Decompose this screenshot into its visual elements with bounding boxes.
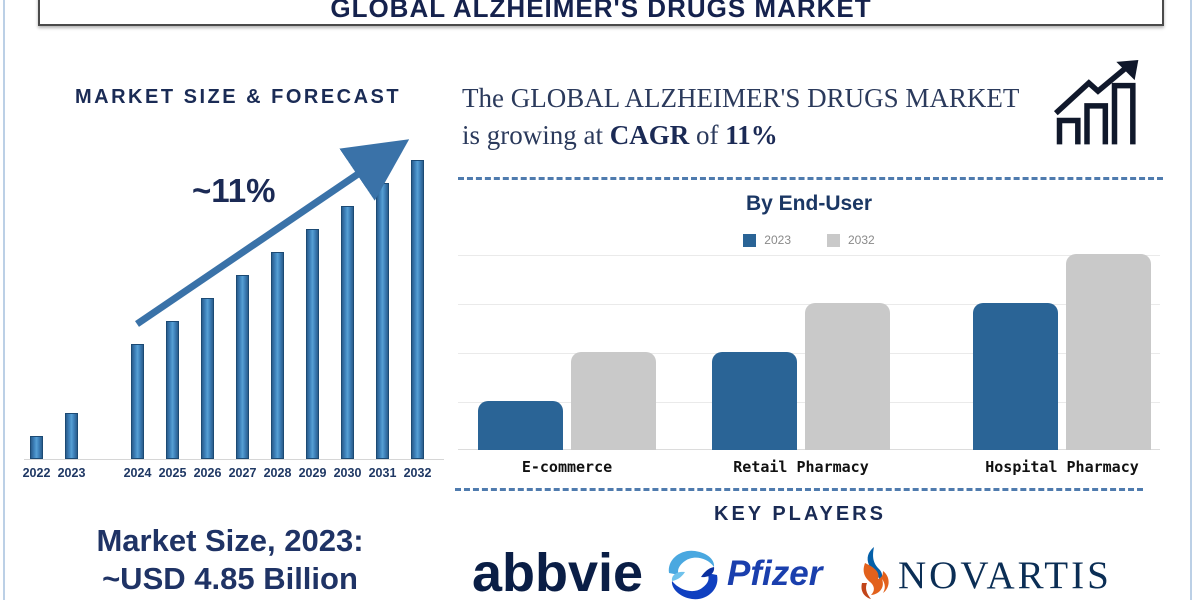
- forecast-bar-2023: 2023: [58, 413, 85, 480]
- forecast-bar-2032: 2032: [404, 160, 431, 480]
- forecast-year-label: 2028: [263, 466, 292, 480]
- forecast-bar-2025: 2025: [159, 321, 186, 480]
- enduser-bar-2023-hospital-pharmacy: [973, 303, 1058, 450]
- forecast-bar-2028: 2028: [264, 252, 291, 480]
- abbvie-logo: abbvie: [472, 543, 644, 603]
- page-title: GLOBAL ALZHEIMER'S DRUGS MARKET: [330, 0, 872, 23]
- novartis-logo-icon: [861, 547, 889, 599]
- forecast-bar-2027: 2027: [229, 275, 256, 480]
- page-border-left: [3, 0, 5, 600]
- enduser-bar-2023-retail-pharmacy: [712, 352, 797, 450]
- pfizer-logo: Pfizer: [727, 554, 823, 593]
- enduser-bar-2032-hospital-pharmacy: [1066, 254, 1151, 450]
- enduser-bar-2032-retail-pharmacy: [805, 303, 890, 450]
- cagr-statement: The GLOBAL ALZHEIMER'S DRUGS MARKET is g…: [462, 80, 1062, 154]
- cagr-annotation: ~11%: [192, 172, 276, 209]
- enduser-bar-2032-e-commerce: [571, 352, 656, 450]
- forecast-year-label: 2026: [193, 466, 222, 480]
- legend-swatch-2023: [743, 233, 757, 247]
- legend-label-2023: 2023: [764, 233, 791, 247]
- end-user-legend: 2023 2032: [458, 233, 1160, 247]
- cagr-mid: of: [689, 120, 726, 150]
- cagr-value: 11%: [725, 120, 778, 150]
- forecast-year-label: 2029: [298, 466, 327, 480]
- forecast-bar-2029: 2029: [299, 229, 326, 480]
- forecast-year-label: 2022: [22, 466, 51, 480]
- pfizer-logo-icon: [668, 550, 718, 600]
- legend-item-2032: 2032: [827, 233, 875, 247]
- legend-item-2023: 2023: [743, 233, 791, 247]
- enduser-category-label: E-commerce: [521, 458, 613, 476]
- forecast-bar-2024: 2024: [124, 344, 151, 480]
- enduser-category-label: Hospital Pharmacy: [985, 458, 1139, 476]
- forecast-heading: MARKET SIZE & FORECAST: [75, 86, 402, 108]
- forecast-x-axis: [24, 459, 444, 460]
- forecast-year-label: 2027: [228, 466, 257, 480]
- enduser-bar-2023-e-commerce: [478, 401, 563, 450]
- key-players-title: KEY PLAYERS: [714, 503, 886, 525]
- forecast-year-label: 2024: [123, 466, 152, 480]
- divider-dashed-bottom: [455, 488, 1143, 491]
- forecast-year-label: 2025: [158, 466, 187, 480]
- end-user-bar-chart: E-commerce Retail Pharmacy Hospital Pharma…: [458, 254, 1160, 476]
- legend-label-2032: 2032: [848, 233, 875, 247]
- forecast-bar-2022: 2022: [23, 436, 50, 480]
- market-size-note: Market Size, 2023: ~USD 4.85 Billion: [30, 522, 430, 598]
- forecast-year-label: 2031: [368, 466, 397, 480]
- forecast-year-label: 2032: [403, 466, 432, 480]
- forecast-bar-2030: 2030: [334, 206, 361, 480]
- novartis-logo: NOVARTIS: [898, 554, 1112, 597]
- cagr-term: CAGR: [609, 120, 690, 150]
- forecast-bar-2026: 2026: [194, 298, 221, 480]
- forecast-bar-2031: 2031: [369, 183, 396, 480]
- forecast-year-label: 2030: [333, 466, 362, 480]
- divider-dashed-top: [458, 177, 1163, 180]
- enduser-category-label: Retail Pharmacy: [733, 458, 869, 476]
- end-user-chart-title: By End-User: [745, 192, 873, 215]
- cagr-line1: The GLOBAL ALZHEIMER'S DRUGS MARKET: [462, 83, 1020, 113]
- market-size-line1: Market Size, 2023:: [96, 523, 364, 558]
- legend-swatch-2032: [827, 233, 840, 247]
- page-border-right: [1190, 0, 1192, 600]
- gridline: [458, 255, 1160, 256]
- forecast-year-label: 2023: [57, 466, 86, 480]
- title-banner: GLOBAL ALZHEIMER'S DRUGS MARKET: [38, 0, 1164, 26]
- growth-chart-icon: [1053, 60, 1139, 145]
- market-size-line2: ~USD 4.85 Billion: [102, 561, 358, 596]
- cagr-prefix: is growing at: [462, 120, 610, 150]
